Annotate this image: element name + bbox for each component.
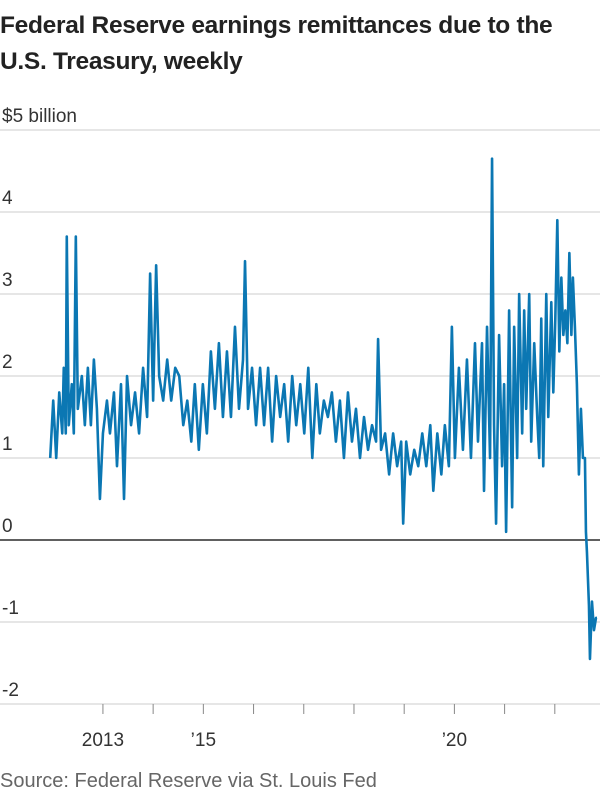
y-tick-label: 2 (2, 352, 13, 373)
y-tick-label: 0 (2, 516, 13, 537)
data-line (48, 157, 598, 661)
chart: $5 billion 4 3 2 1 0 -1 -2 2013 ’15 ’20 (0, 106, 600, 751)
source-note: Source: Federal Reserve via St. Louis Fe… (0, 770, 377, 792)
y-tick-label: -2 (2, 680, 19, 701)
y-tick-label: 1 (2, 434, 13, 455)
y-tick-label: 4 (2, 188, 13, 209)
y-tick-label: -1 (2, 598, 19, 619)
y-tick-label: 3 (2, 270, 13, 291)
x-tick-label: 2013 (82, 730, 124, 751)
chart-title: Federal Reserve earnings remittances due… (0, 12, 553, 75)
x-tick-label: ’15 (191, 730, 216, 751)
x-tick-label: ’20 (442, 730, 467, 751)
y-tick-label: $5 billion (2, 106, 77, 127)
